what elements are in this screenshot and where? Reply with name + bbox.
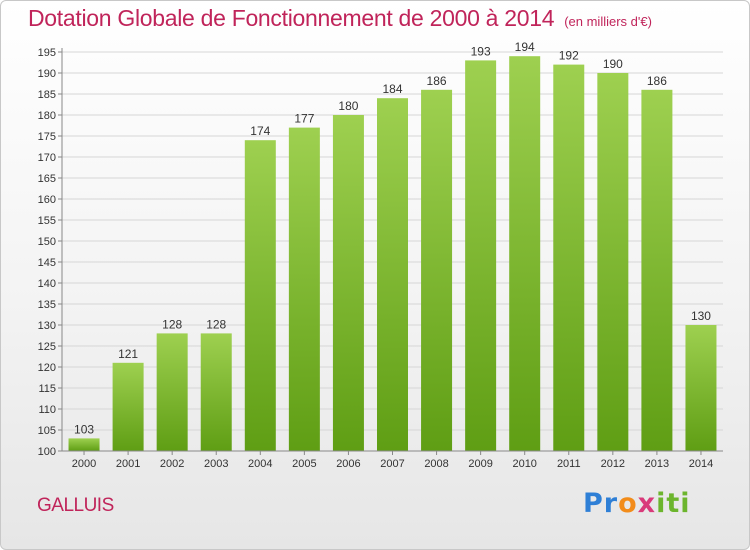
x-tick-label-2003: 2003 <box>204 458 228 470</box>
data-label-2003: 128 <box>206 317 226 331</box>
data-label-2007: 184 <box>382 82 402 96</box>
data-label-2009: 193 <box>471 44 491 58</box>
bar-2012 <box>597 73 629 451</box>
bars-layer <box>68 56 717 452</box>
x-tick-labels: 2000 2001 2002 2003 2004 2005 2006 2007 2008 2009… <box>72 451 713 470</box>
data-label-2002: 128 <box>162 317 182 331</box>
chart-title: Dotation Globale de Fonctionnement de 20… <box>28 5 555 31</box>
x-tick-label-2012: 2012 <box>601 458 625 470</box>
data-label-2012: 190 <box>603 57 623 71</box>
x-tick-label-2008: 2008 <box>424 458 448 470</box>
bar-2006 <box>332 115 364 451</box>
y-tick-label: 105 <box>38 425 56 437</box>
y-tick-label: 170 <box>38 152 56 164</box>
y-tick-label: 145 <box>38 257 56 269</box>
x-tick-label-2001: 2001 <box>116 458 140 470</box>
data-labels-layer: 103 121 128 128 174 177 180 184 186 193 194 192 190 1… <box>74 40 711 436</box>
x-tick-label-2007: 2007 <box>380 458 404 470</box>
bar-2010 <box>509 56 541 451</box>
bar-2004 <box>244 140 276 451</box>
bar-2009 <box>465 60 497 452</box>
x-tick-label-2000: 2000 <box>72 458 96 470</box>
y-tick-label: 115 <box>38 383 56 395</box>
bar-2007 <box>377 98 408 451</box>
data-label-2001: 121 <box>118 347 138 361</box>
x-tick-label-2006: 2006 <box>336 458 360 470</box>
bar-2000 <box>68 438 100 451</box>
y-tick-label: 120 <box>38 362 56 374</box>
data-label-2013: 186 <box>647 74 667 88</box>
bar-2005 <box>288 127 320 451</box>
data-label-2014: 130 <box>691 309 711 323</box>
proxiti-logo: Proxiti <box>583 488 691 519</box>
bar-2002 <box>156 333 188 451</box>
x-tick-label-2014: 2014 <box>689 458 713 470</box>
x-tick-label-2002: 2002 <box>160 458 184 470</box>
commune-name: GALLUIS <box>37 495 114 516</box>
y-tick-label: 100 <box>38 446 56 458</box>
bar-2008 <box>421 89 453 452</box>
bar-2001 <box>112 362 144 451</box>
x-tick-label-2004: 2004 <box>248 458 272 470</box>
x-tick-label-2009: 2009 <box>468 458 492 470</box>
y-tick-label: 155 <box>38 215 56 227</box>
x-tick-label-2010: 2010 <box>512 458 536 470</box>
bar-2013 <box>641 89 673 452</box>
x-tick-label-2013: 2013 <box>645 458 669 470</box>
y-tick-label: 160 <box>38 194 56 206</box>
y-tick-label: 195 <box>38 47 56 59</box>
data-label-2005: 177 <box>294 112 314 126</box>
bar-2014 <box>685 325 717 451</box>
y-tick-label: 175 <box>38 131 56 143</box>
x-tick-label-2005: 2005 <box>292 458 316 470</box>
y-tick-label: 110 <box>38 404 56 416</box>
y-tick-label: 135 <box>38 299 56 311</box>
y-tick-label: 125 <box>38 341 56 353</box>
y-tick-label: 130 <box>38 320 56 332</box>
y-tick-label: 180 <box>38 110 56 122</box>
y-tick-label: 190 <box>38 68 56 80</box>
y-tick-labels: 100 105 110 115 120 125 130 135 140 145 150 155 160 1… <box>38 47 56 458</box>
data-label-2011: 192 <box>559 49 579 63</box>
x-tick-label-2011: 2011 <box>557 458 581 470</box>
data-label-2004: 174 <box>250 124 270 138</box>
title-row: Dotation Globale de Fonctionnement de 20… <box>28 5 652 32</box>
chart-unit: (en milliers d'€) <box>564 14 652 29</box>
data-label-2006: 180 <box>338 99 358 113</box>
y-tick-label: 165 <box>38 173 56 185</box>
bar-2011 <box>553 64 585 451</box>
y-tick-label: 150 <box>38 236 56 248</box>
data-label-2000: 103 <box>74 422 94 436</box>
data-label-2008: 186 <box>427 74 447 88</box>
bar-2003 <box>200 333 232 451</box>
data-label-2010: 194 <box>515 40 535 54</box>
y-tick-label: 185 <box>38 89 56 101</box>
y-tick-label: 140 <box>38 278 56 290</box>
